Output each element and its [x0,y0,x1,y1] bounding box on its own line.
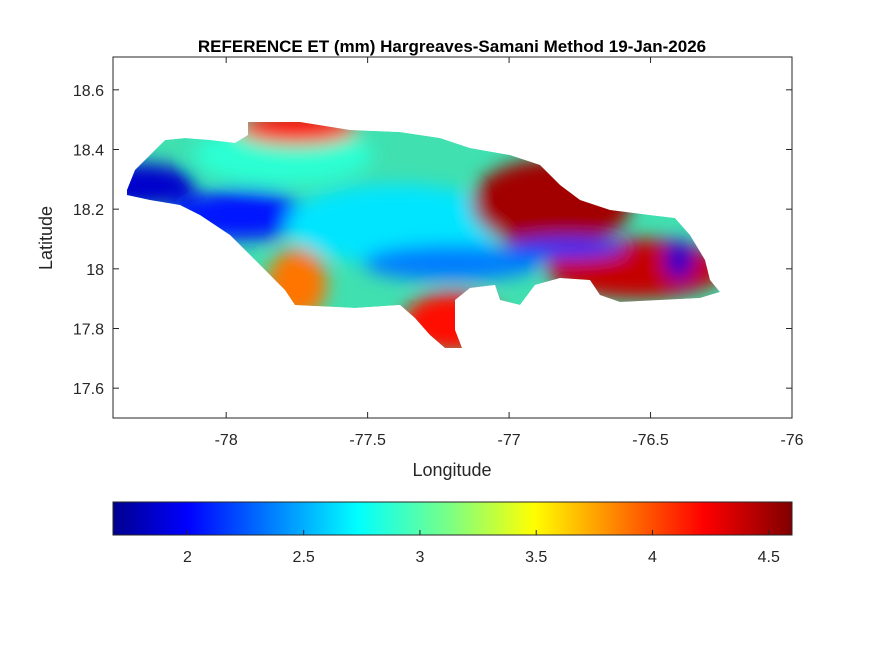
chart-title: REFERENCE ET (mm) Hargreaves-Samani Meth… [198,37,706,56]
y-tick-label: 18.6 [73,83,104,100]
colorbar-tick-label: 2 [183,549,192,566]
x-tick-label: -76.5 [632,432,669,449]
colorbar-tick-label: 3 [415,549,424,566]
y-tick-label: 17.6 [73,381,104,398]
x-tick-label: -76 [780,432,803,449]
et-region [285,184,506,265]
x-axis-label: Longitude [412,460,491,480]
et-region [127,163,197,208]
et-region [664,239,693,280]
colorbar-tick-label: 3.5 [525,549,547,566]
colorbar-tick-label: 4.5 [758,549,780,566]
y-axis-label: Latitude [36,206,56,270]
et-heatmap [127,122,720,348]
colorbar-tick-label: 4 [648,549,657,566]
colorbar [112,501,793,536]
et-region [362,244,543,281]
y-tick-label: 18.4 [73,142,104,159]
x-tick-label: -78 [215,432,238,449]
y-tick-label: 18 [86,262,104,279]
y-tick-label: 18.2 [73,202,104,219]
et-region [236,122,357,145]
et-region [505,237,626,258]
colorbar-tick-label: 2.5 [293,549,315,566]
x-tick-label: -77.5 [349,432,386,449]
x-tick-label: -77 [498,432,521,449]
y-tick-label: 17.8 [73,321,104,338]
